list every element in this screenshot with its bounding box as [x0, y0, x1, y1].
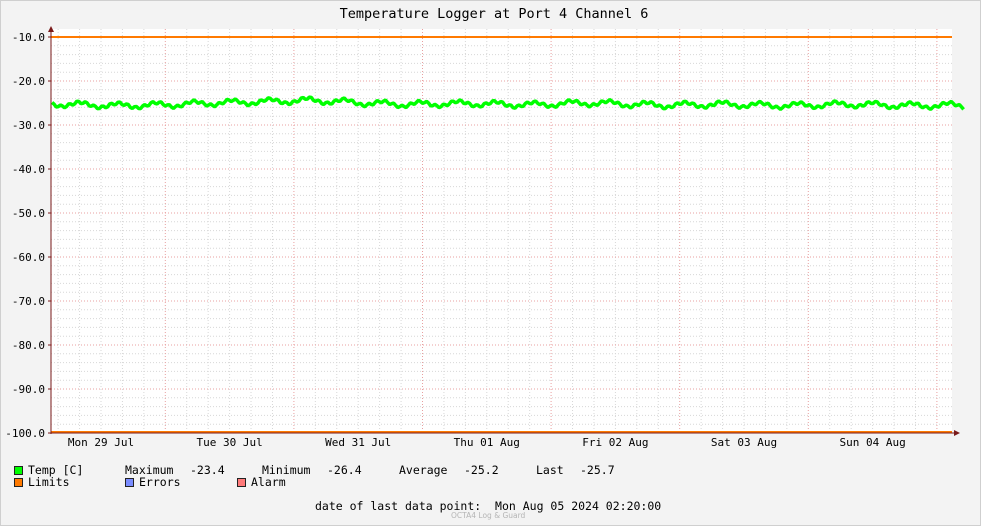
x-tick-label: Sat 03 Aug [711, 436, 777, 449]
y-tick-label: -20.0 [12, 75, 45, 88]
last-data-point-label: date of last data point: [315, 499, 482, 513]
last-data-point: date of last data point: Mon Aug 05 2024… [315, 499, 661, 513]
y-tick-label: -10.0 [12, 31, 45, 44]
watermark: OCTA4 Log & Guard [451, 511, 526, 520]
errors-swatch [125, 477, 134, 487]
y-axis-arrow [48, 26, 54, 32]
last-label: Last [536, 463, 564, 477]
legend-row-limits: Limits Errors Alarm [14, 475, 286, 489]
x-tick-label: Fri 02 Aug [582, 436, 648, 449]
y-tick-label: -90.0 [12, 383, 45, 396]
min-value: -26.4 [327, 463, 362, 477]
y-tick-label: -50.0 [12, 207, 45, 220]
x-tick-labels: Mon 29 Jul Tue 30 Jul Wed 31 Jul Thu 01 Aug… [68, 436, 906, 449]
y-tick-label: -70.0 [12, 295, 45, 308]
last-value: -25.7 [580, 463, 615, 477]
x-tick-label: Mon 29 Jul [68, 436, 134, 449]
y-tick-label: -30.0 [12, 119, 45, 132]
errors-legend-label: Errors [139, 475, 181, 489]
x-tick-label: Sun 04 Aug [839, 436, 905, 449]
x-axis-arrow [954, 430, 960, 436]
series-group [50, 95, 965, 111]
y-tick-label: -100.0 [5, 427, 45, 440]
limit-lines [51, 36, 952, 433]
limits-swatch [14, 477, 23, 487]
avg-value: -25.2 [464, 463, 499, 477]
min-label: Minimum [262, 463, 311, 477]
major-grid [51, 29, 952, 433]
max-value: -23.4 [190, 463, 225, 477]
y-tick-label: -40.0 [12, 163, 45, 176]
max-label: Maximum [125, 463, 174, 477]
limits-legend-label: Limits [28, 475, 70, 489]
y-tick-label: -80.0 [12, 339, 45, 352]
temp-series-line [50, 95, 965, 111]
legend-row-temp: Temp [C] Maximum -23.4 Minimum -26.4 Ave… [14, 463, 640, 477]
x-tick-label: Thu 01 Aug [454, 436, 520, 449]
axes [48, 26, 960, 436]
last-data-point-value: Mon Aug 05 2024 02:20:00 [495, 499, 662, 513]
temp-legend-label: Temp [C] [28, 463, 84, 477]
avg-label: Average [399, 463, 448, 477]
alarm-swatch [237, 477, 246, 487]
x-tick-label: Wed 31 Jul [325, 436, 391, 449]
y-tick-labels: -10.0 -20.0 -30.0 -40.0 -50.0 -60.0 -70.0 -80.0… [5, 31, 45, 440]
chart-title: Temperature Logger at Port 4 Channel 6 [340, 6, 649, 22]
temp-swatch [14, 465, 23, 475]
alarm-legend-label: Alarm [251, 475, 286, 489]
y-tick-label: -60.0 [12, 251, 45, 264]
minor-grid [51, 29, 952, 433]
x-tick-label: Tue 30 Jul [196, 436, 262, 449]
